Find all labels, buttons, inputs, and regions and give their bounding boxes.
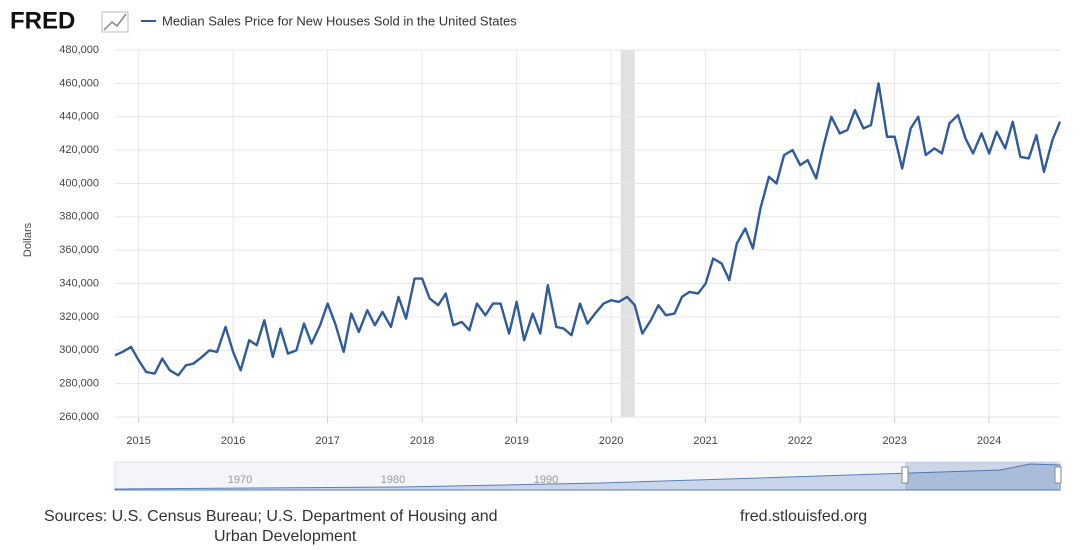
- recession-band: [620, 50, 635, 417]
- y-tick-label: 420,000: [59, 144, 99, 156]
- navigator-label: 1970: [228, 474, 252, 486]
- x-tick-label: 2024: [977, 435, 1001, 447]
- logo: FRED: [10, 7, 75, 34]
- x-tick-label: 2017: [315, 435, 339, 447]
- plot-area: [115, 50, 1060, 417]
- y-axis-label: Dollars: [22, 222, 34, 257]
- navigator-label: 1980: [381, 474, 405, 486]
- x-tick-label: 2022: [788, 435, 812, 447]
- y-tick-label: 480,000: [59, 44, 99, 56]
- logo-icon: [103, 13, 127, 31]
- y-tick-label: 280,000: [59, 378, 99, 390]
- y-tick-label: 460,000: [59, 77, 99, 89]
- y-tick-label: 260,000: [59, 411, 99, 423]
- y-tick-label: 400,000: [59, 177, 99, 189]
- y-tick-label: 340,000: [59, 277, 99, 289]
- x-tick-label: 2016: [221, 435, 245, 447]
- y-tick-label: 440,000: [59, 111, 99, 123]
- y-tick-label: 380,000: [59, 211, 99, 223]
- x-tick-label: 2018: [410, 435, 434, 447]
- y-tick-label: 320,000: [59, 311, 99, 323]
- x-tick-label: 2020: [599, 435, 623, 447]
- site-url[interactable]: fred.stlouisfed.org: [740, 508, 867, 525]
- sources: Urban Development: [214, 528, 357, 545]
- x-tick-label: 2019: [504, 435, 528, 447]
- navigator-handle[interactable]: [1054, 466, 1062, 484]
- navigator-area: [114, 463, 1061, 491]
- navigator-label: 1990: [534, 474, 558, 486]
- navigator-selection[interactable]: [905, 462, 1058, 490]
- legend-label: Median Sales Price for New Houses Sold i…: [162, 13, 517, 28]
- x-tick-label: 2021: [693, 435, 717, 447]
- x-tick-label: 2015: [126, 435, 150, 447]
- navigator-handle[interactable]: [901, 466, 909, 484]
- series-line: [114, 82, 1062, 377]
- sources: Sources: U.S. Census Bureau; U.S. Depart…: [44, 508, 498, 525]
- y-tick-label: 360,000: [59, 244, 99, 256]
- x-tick-label: 2023: [882, 435, 906, 447]
- y-tick-label: 300,000: [59, 344, 99, 356]
- logo-frame: [101, 11, 129, 33]
